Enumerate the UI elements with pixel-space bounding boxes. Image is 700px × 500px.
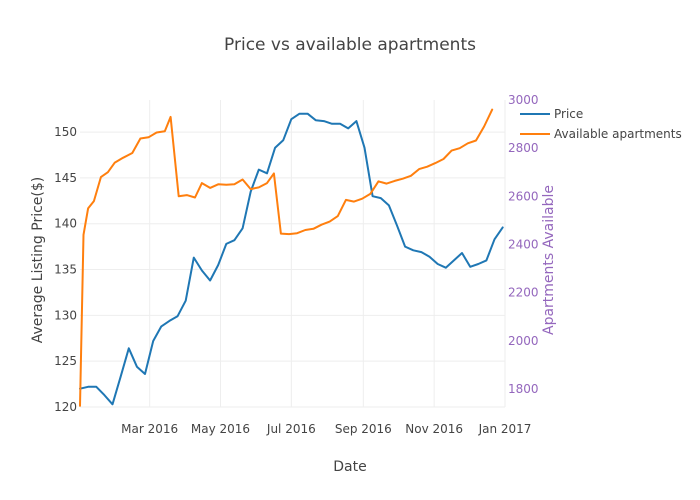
y2-tick-label: 2400: [508, 237, 539, 251]
y-tick-label: 130: [54, 308, 77, 322]
y2-tick-label: 2000: [508, 334, 539, 348]
legend-label: Available apartments: [554, 127, 682, 141]
y2-tick-label: 1800: [508, 382, 539, 396]
y-tick-label: 145: [54, 171, 77, 185]
chart-title: Price vs available apartments: [224, 35, 476, 55]
y2-axis-ticks: 1800 2000 2200 2400 2600 2800 3000: [508, 93, 539, 396]
y-tick-label: 120: [54, 400, 77, 414]
x-tick-label: Nov 2016: [405, 422, 463, 436]
series-line-price: [79, 112, 504, 406]
y2-tick-label: 2200: [508, 286, 539, 300]
series-lines: [79, 108, 504, 407]
y-tick-label: 125: [54, 354, 77, 368]
x-tick-label: Jul 2016: [266, 422, 316, 436]
y2-tick-label: 2600: [508, 189, 539, 203]
x-axis-title: Date: [333, 459, 366, 475]
legend-label: Price: [554, 107, 583, 121]
y-axis-ticks: 120 125 130 135 140 145 150: [54, 125, 77, 414]
y2-tick-label: 3000: [508, 93, 539, 107]
y-tick-label: 140: [54, 217, 77, 231]
series-line-available-apartments: [79, 108, 494, 407]
legend: Price Available apartments: [520, 107, 682, 141]
x-tick-label: Mar 2016: [121, 422, 178, 436]
gridlines: [80, 100, 506, 408]
y-axis-title: Average Listing Price($): [30, 177, 46, 344]
y-tick-label: 135: [54, 263, 77, 277]
x-axis-ticks: Mar 2016 May 2016 Jul 2016 Sep 2016 Nov 2016…: [121, 422, 531, 436]
x-tick-label: Jan 2017: [478, 422, 532, 436]
x-tick-label: Sep 2016: [335, 422, 392, 436]
x-tick-label: May 2016: [191, 422, 250, 436]
y-tick-label: 150: [54, 125, 77, 139]
y2-tick-label: 2800: [508, 141, 539, 155]
y2-axis-title: Apartments Available: [541, 185, 557, 335]
